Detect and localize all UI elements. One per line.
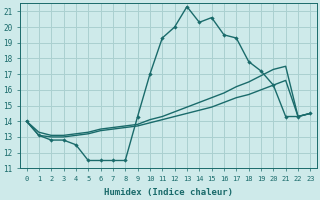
X-axis label: Humidex (Indice chaleur): Humidex (Indice chaleur) [104,188,233,197]
